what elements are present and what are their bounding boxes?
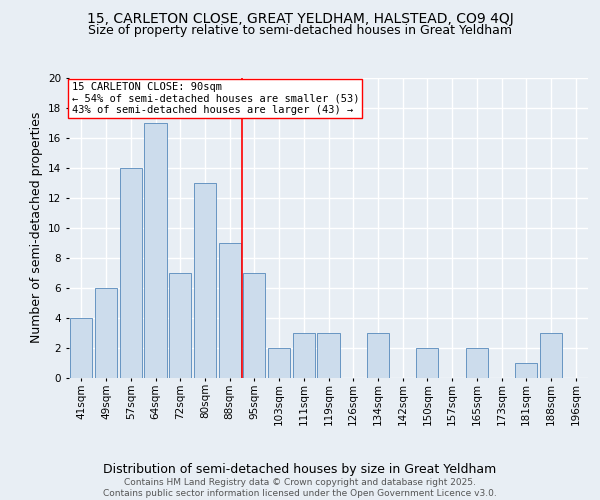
Y-axis label: Number of semi-detached properties: Number of semi-detached properties	[29, 112, 43, 343]
Bar	[145, 122, 167, 378]
Text: 15 CARLETON CLOSE: 90sqm
← 54% of semi-detached houses are smaller (53)
43% of s: 15 CARLETON CLOSE: 90sqm ← 54% of semi-d…	[71, 82, 359, 115]
Bar	[243, 272, 265, 378]
Bar	[70, 318, 92, 378]
Bar	[194, 182, 216, 378]
Text: Size of property relative to semi-detached houses in Great Yeldham: Size of property relative to semi-detach…	[88, 24, 512, 37]
Bar	[466, 348, 488, 378]
Bar	[367, 332, 389, 378]
Bar	[317, 332, 340, 378]
Bar	[218, 242, 241, 378]
Text: 15, CARLETON CLOSE, GREAT YELDHAM, HALSTEAD, CO9 4QJ: 15, CARLETON CLOSE, GREAT YELDHAM, HALST…	[86, 12, 514, 26]
Bar	[293, 332, 315, 378]
Text: Distribution of semi-detached houses by size in Great Yeldham: Distribution of semi-detached houses by …	[103, 464, 497, 476]
Bar	[169, 272, 191, 378]
Bar	[540, 332, 562, 378]
Bar	[416, 348, 439, 378]
Bar	[95, 288, 117, 378]
Bar	[119, 168, 142, 378]
Text: Contains HM Land Registry data © Crown copyright and database right 2025.
Contai: Contains HM Land Registry data © Crown c…	[103, 478, 497, 498]
Bar	[268, 348, 290, 378]
Bar	[515, 362, 538, 378]
